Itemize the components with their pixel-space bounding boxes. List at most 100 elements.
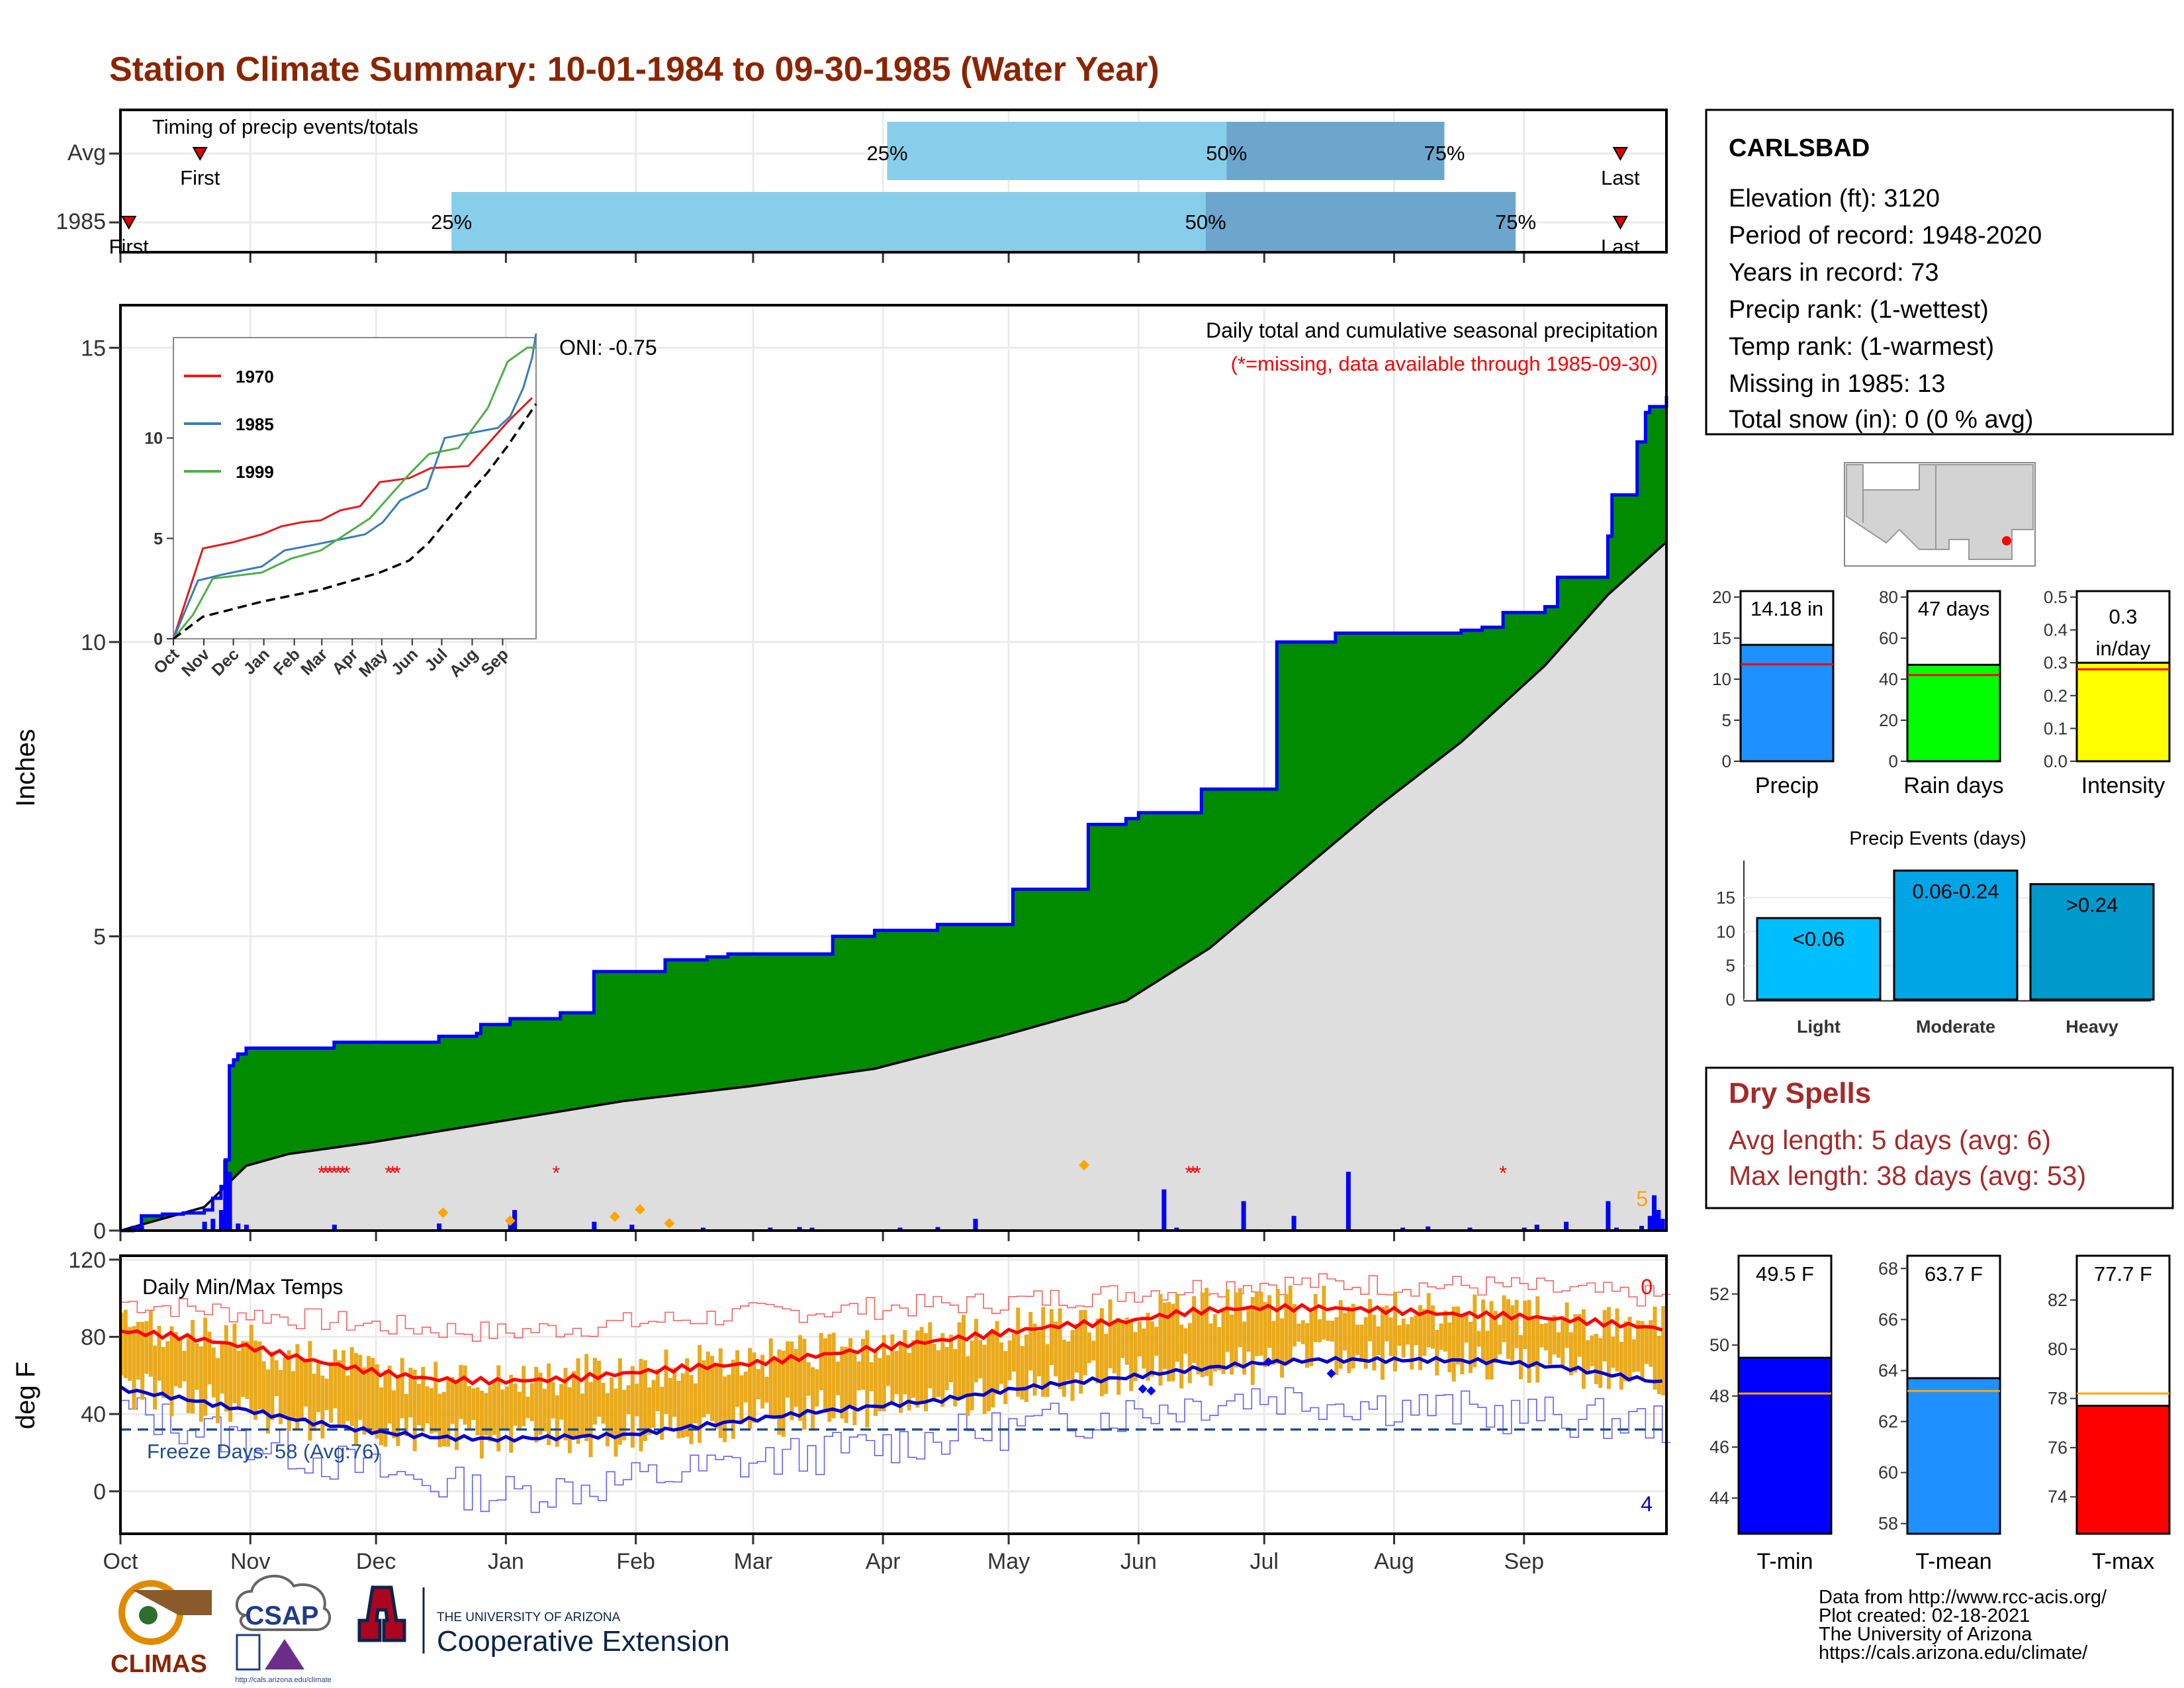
daily-temp-bar <box>287 1350 291 1431</box>
missing-marker: * <box>1185 1162 1193 1184</box>
summary-bar-tick-label: 0.0 <box>2044 751 2068 771</box>
daily-precip-bar <box>897 1227 903 1231</box>
month-tick-label: Apr <box>866 1549 901 1574</box>
avg-tmin-line <box>119 1356 1662 1443</box>
daily-temp-bar <box>668 1378 672 1429</box>
csap-url: http://cals.arizona.edu/climate <box>235 1676 332 1684</box>
daily-temp-bar <box>995 1321 999 1395</box>
daily-temp-bar <box>626 1385 631 1415</box>
temp-summary-label: T-min <box>1757 1549 1813 1574</box>
daily-temp-bar <box>446 1380 451 1447</box>
daily-temp-bar <box>1104 1334 1109 1394</box>
daily-temp-bar <box>1611 1336 1615 1368</box>
daily-temp-bar <box>1297 1323 1301 1342</box>
quantile-label: 25% <box>431 211 472 234</box>
daily-temp-bar <box>337 1360 341 1428</box>
daily-temp-bar <box>584 1354 589 1441</box>
temp-summary-tick-label: 62 <box>1878 1411 1898 1431</box>
daily-precip-bar <box>223 1160 228 1231</box>
daily-temp-bar <box>1561 1317 1565 1366</box>
precip-event-label: Heavy <box>2066 1017 2118 1037</box>
daily-temp-bar <box>874 1349 878 1417</box>
summary-bar-tick-label: 10 <box>1712 669 1731 689</box>
daily-temp-bar <box>1623 1321 1628 1382</box>
inset-x-tick-label: Apr <box>328 645 361 678</box>
daily-temp-bar <box>1205 1288 1209 1376</box>
daily-temp-bar <box>140 1321 145 1400</box>
quantile-label: 50% <box>1206 142 1247 165</box>
daily-temp-bar <box>848 1338 853 1407</box>
temp-y-tick-label: 0 <box>93 1479 106 1505</box>
daily-temp-bar <box>790 1341 794 1421</box>
daily-temp-bar <box>341 1350 346 1425</box>
daily-temp-bar <box>923 1333 928 1412</box>
ua-big-text: Cooperative Extension <box>437 1625 730 1658</box>
month-tick-label: Jun <box>1120 1549 1157 1574</box>
summary-bar-tick-label: 40 <box>1879 669 1898 689</box>
daily-temp-bar <box>1280 1318 1285 1378</box>
daily-temp-bar <box>375 1364 379 1439</box>
summary-bar-value: 14.18 in <box>1751 597 1823 620</box>
climas-logo-text: CLIMAS <box>111 1650 207 1678</box>
daily-temp-bar <box>283 1356 287 1417</box>
daily-temp-bar <box>1539 1324 1544 1348</box>
daily-temp-bar <box>1468 1321 1473 1374</box>
temp-summary-tick-label: 46 <box>1709 1437 1729 1457</box>
daily-temp-bar <box>1036 1331 1041 1377</box>
summary-bar-tick-label: 20 <box>1879 710 1898 730</box>
temp-summary-value: 63.7 F <box>1925 1262 1983 1286</box>
daily-temp-bar <box>1293 1303 1297 1347</box>
daily-temp-bar <box>974 1319 978 1383</box>
temp-label: Daily Min/Max Temps <box>142 1275 343 1299</box>
daily-temp-bar <box>1485 1331 1490 1380</box>
daily-temp-bar <box>1171 1303 1175 1382</box>
temp-summary-tick-label: 60 <box>1878 1463 1898 1483</box>
first-event-marker <box>120 216 137 230</box>
quantile-label: 25% <box>866 142 907 165</box>
daily-precip-bar <box>1522 1227 1527 1231</box>
snow-marker <box>610 1211 621 1222</box>
daily-temp-bar <box>1498 1325 1502 1355</box>
daily-temp-bar <box>1007 1340 1012 1381</box>
temp-summary-tick-label: 74 <box>2048 1487 2068 1507</box>
daily-temp-bar <box>1016 1307 1021 1397</box>
daily-temp-bar <box>731 1360 735 1439</box>
precip-panel: ******* *** * *** * Daily total and cumulati… <box>11 304 1668 1244</box>
daily-precip-bar <box>1660 1219 1665 1231</box>
daily-temp-bar <box>1518 1335 1523 1380</box>
month-tick-label: Jan <box>488 1549 524 1574</box>
temp-summary-t-min: 49.5 F 44 46 48 50 52 T-min <box>1709 1254 1833 1574</box>
month-tick-label: May <box>987 1549 1030 1574</box>
daily-temp-bar <box>249 1325 253 1413</box>
precip-x-ticks <box>119 1232 1525 1241</box>
daily-temp-bar <box>1305 1323 1310 1368</box>
inset-series-line-1970 <box>172 397 533 639</box>
summary-bar-tick-label: 80 <box>1879 587 1898 607</box>
daily-temp-bar <box>815 1369 819 1407</box>
missing-marker: * <box>334 1162 342 1184</box>
daily-precip-bar <box>629 1225 635 1231</box>
daily-temp-bar <box>1309 1311 1314 1366</box>
precip-corner-count: 5 <box>1636 1187 1648 1211</box>
daily-temp-bar <box>517 1391 522 1430</box>
daily-precip-bar <box>1291 1215 1297 1231</box>
daily-temp-bar <box>182 1350 187 1382</box>
daily-temp-bar <box>928 1322 933 1389</box>
temp-y-tick-label: 120 <box>68 1248 106 1273</box>
daily-temp-bar <box>886 1355 891 1386</box>
daily-precip-bar <box>1345 1172 1351 1231</box>
daily-temp-bar <box>1250 1297 1255 1385</box>
daily-temp-bar <box>500 1389 505 1429</box>
daily-temp-bar <box>1120 1323 1125 1358</box>
daily-temp-bar <box>1196 1311 1201 1375</box>
daily-temp-bar <box>982 1344 987 1415</box>
daily-temp-bar <box>1334 1317 1339 1376</box>
daily-temp-bar <box>1179 1324 1184 1389</box>
timing-row-year-label: 1985 <box>56 209 106 234</box>
missing-marker: * <box>326 1162 334 1184</box>
daily-temp-bar <box>1099 1308 1104 1397</box>
missing-marker: * <box>1189 1162 1197 1184</box>
temp-summary-value: 77.7 F <box>2094 1262 2152 1286</box>
daily-temp-bar <box>169 1326 174 1417</box>
temp-frame <box>119 1254 1668 1535</box>
